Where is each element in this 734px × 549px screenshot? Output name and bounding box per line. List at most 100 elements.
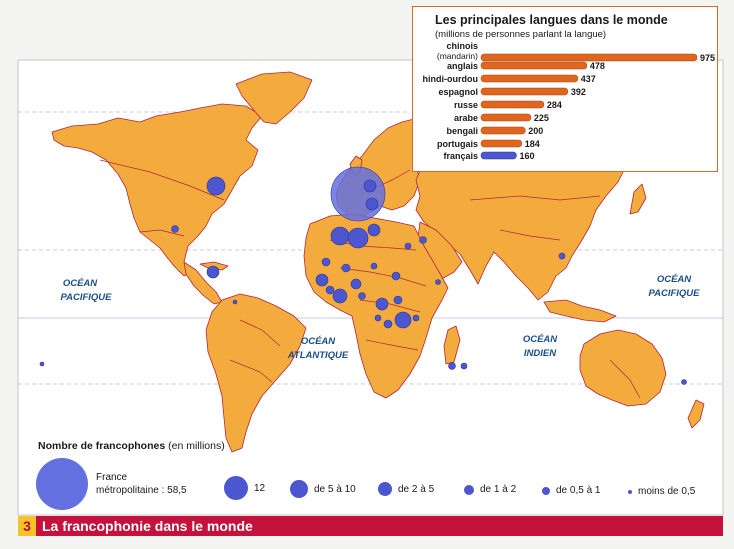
chart-subtitle: (millions de personnes parlant la langue… [435, 29, 607, 40]
bar-label-arabe: arabe [454, 113, 478, 123]
dot-niger [370, 262, 378, 270]
legend-label-5-10: de 5 à 10 [314, 483, 356, 495]
bar-fran-ais [480, 151, 517, 160]
dot-togo-benin [358, 292, 366, 300]
south-america-landmass [205, 293, 307, 453]
bar-anglais [480, 61, 588, 70]
dot-gabon [374, 314, 382, 322]
caption-title: La francophonie dans le monde [42, 518, 253, 534]
dot-guyane [232, 299, 238, 305]
ocean-label-atlantic-l2: ATLANTIQUE [287, 350, 349, 361]
dot-polynesia [39, 361, 45, 367]
legend-label-12: 12 [254, 482, 266, 494]
legend-dot-1-2 [464, 484, 474, 495]
bar-label-fran-ais: français [443, 151, 478, 161]
legend-title-rest: (en millions) [165, 440, 225, 452]
australia-landmass [579, 329, 667, 407]
dot-algeria [347, 227, 369, 249]
indonesia-islands [543, 299, 617, 323]
japan-island [629, 183, 647, 215]
ocean-labels: OCÉAN PACIFIQUE OCÉAN ATLANTIQUE OCÉAN I… [60, 274, 700, 361]
legend-title-bold: Nombre de francophones [38, 440, 166, 452]
dot-tunisia [367, 223, 381, 237]
ocean-label-indian-l2: INDIEN [524, 348, 557, 359]
chart-title: Les principales langues dans le monde [435, 13, 668, 27]
legend-dot-12 [224, 476, 248, 500]
bar-hindi-ourdou [480, 74, 579, 83]
dot-usa [171, 225, 179, 233]
dot-chad [391, 271, 401, 281]
bar-chinois [480, 53, 698, 62]
legend-label-0-5-1: de 0,5 à 1 [556, 485, 601, 496]
dot-switzerland [365, 197, 379, 211]
dot-guinea [325, 285, 335, 295]
bar-espagnol [480, 87, 569, 96]
bar-value-anglais: 478 [590, 61, 605, 71]
legend-item-12: 12 [224, 476, 265, 500]
dot-mauritania [321, 257, 331, 267]
bar-portugais [480, 139, 523, 148]
dot-vietnam [558, 252, 566, 260]
legend-label-2-5: de 2 à 5 [398, 483, 435, 495]
legend-dot-lt-0-5 [628, 489, 632, 494]
caption-number: 3 [18, 516, 36, 536]
dot-canada [206, 176, 226, 196]
dot-drc [394, 311, 412, 329]
legend-dot-0-5-1 [542, 486, 550, 495]
greenland-landmass [235, 71, 313, 125]
north-america-landmass [51, 103, 263, 277]
bar-note-chinois: (mandarin) [437, 51, 478, 61]
bar-value-arabe: 225 [534, 113, 549, 123]
dot-mali [341, 263, 351, 273]
dot-egypt [404, 242, 412, 250]
dot-france [330, 166, 386, 222]
dot-belgium [363, 179, 377, 193]
bar-bengali [480, 126, 526, 135]
new-zealand-islands [687, 399, 705, 429]
dot-senegal [315, 273, 329, 287]
dot-rwanda [412, 314, 420, 322]
legend-dot-france [36, 458, 88, 510]
dot-car [393, 295, 403, 305]
legend-item-1-2: de 1 à 2 [464, 484, 516, 495]
legend-label-france-l2: métropolitaine : 58,5 [96, 485, 187, 496]
dot-lebanon [419, 236, 427, 244]
bar-value-hindi-ourdou: 437 [581, 74, 596, 84]
bar-value-portugais: 184 [525, 139, 540, 149]
caption-bar: 3 La francophonie dans le monde [18, 516, 723, 536]
legend-dot-2-5 [378, 482, 392, 496]
legend-title: Nombre de francophones (en millions) [38, 440, 225, 452]
legend-label-1-2: de 1 à 2 [480, 484, 517, 495]
dot-cameroon [375, 297, 389, 311]
bar-label-anglais: anglais [447, 61, 478, 71]
bar-value-russe: 284 [547, 100, 562, 110]
dot-burkina [350, 278, 362, 290]
bar-value-fran-ais: 160 [519, 151, 534, 161]
francophone-dots [39, 166, 687, 385]
ocean-label-indian-l1: OCÉAN [523, 334, 558, 345]
dot-reunion [460, 362, 468, 370]
ocean-label-pacific-west-l2: PACIFIQUE [648, 288, 700, 299]
bar-arabe [480, 113, 532, 122]
ocean-label-pacific-east-l1: OCÉAN [63, 278, 98, 289]
dot-ivory-coast [332, 288, 348, 304]
legend-item-france: France métropolitaine : 58,5 [36, 458, 187, 510]
ocean-label-pacific-east-l2: PACIFIQUE [60, 292, 112, 303]
bars-svg: chinois(mandarin) 975 anglais 478 hindi-ourd… [423, 41, 716, 161]
bar-label-bengali: bengali [446, 126, 478, 136]
bar-value-bengali: 200 [528, 126, 543, 136]
bar-russe [480, 100, 545, 109]
legend-item-2-5: de 2 à 5 [378, 482, 434, 496]
dot-new-caledonia [681, 379, 687, 385]
madagascar-island [443, 325, 461, 365]
legend-label-lt-0-5: moins de 0,5 [638, 486, 696, 497]
dot-congo [383, 319, 393, 329]
legend-item-0-5-1: de 0,5 à 1 [542, 485, 600, 496]
bar-label-portugais: portugais [437, 139, 478, 149]
africa-landmass [303, 213, 449, 399]
bar-label-espagnol: espagnol [438, 87, 478, 97]
ocean-label-pacific-west-l1: OCÉAN [657, 274, 692, 285]
bar-value-chinois: 975 [700, 53, 715, 63]
bar-label-russe: russe [454, 100, 478, 110]
bar-label-hindi-ourdou: hindi-ourdou [423, 74, 478, 84]
